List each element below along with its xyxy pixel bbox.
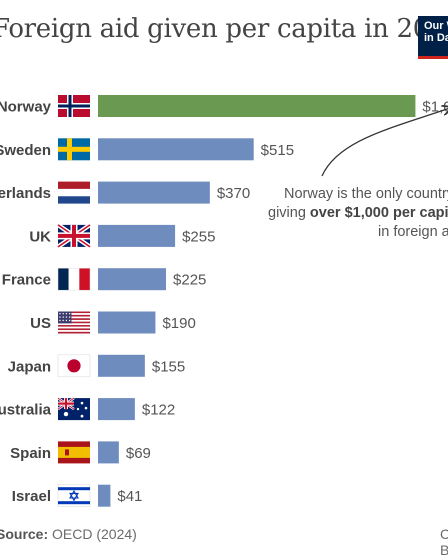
category-label-spain: Spain: [10, 445, 51, 462]
annotation: Norway is the only country giving over $…: [268, 185, 448, 242]
source-text: OECD (2024): [52, 526, 137, 542]
value-label-netherlands: $370: [217, 185, 250, 202]
logo-line-2: in Data: [424, 32, 448, 44]
annotation-arrow: [321, 108, 448, 177]
source-note: Source: OECD (2024): [0, 526, 137, 542]
license-note: CC BY: [440, 526, 448, 558]
category-label-israel: Israel: [12, 488, 51, 505]
category-label-norway: Norway: [0, 99, 52, 116]
source-label: Source:: [0, 526, 49, 542]
bar-norway: [98, 95, 416, 117]
value-label-sweden: $515: [261, 142, 294, 159]
annotation-line-2: giving over $1,000 per capita: [268, 204, 448, 223]
bar-spain: [98, 441, 119, 464]
bars-layer: Norway$1,050Sweden$515Netherlands$370UK$…: [0, 95, 448, 508]
sweden-flag-icon: [58, 138, 90, 161]
bar-netherlands: [98, 181, 210, 204]
us-flag-icon: [58, 311, 90, 334]
bar-france: [98, 268, 167, 291]
category-label-sweden: Sweden: [0, 142, 51, 159]
spain-flag-icon: [58, 441, 90, 464]
bar-chart: Norway$1,050Sweden$515Netherlands$370UK$…: [0, 95, 448, 508]
annotation-line-2-text: giving: [268, 205, 310, 221]
value-label-uk: $255: [182, 228, 215, 245]
norway-flag-icon: [58, 95, 90, 117]
category-label-france: France: [2, 272, 51, 289]
uk-flag-icon: [56, 223, 92, 249]
annotation-line-3: in foreign aid: [378, 224, 448, 240]
value-label-japan: $155: [152, 358, 185, 375]
chart-title: Foreign aid given per capita in 2023: [0, 14, 448, 44]
israel-flag-icon: [57, 484, 91, 508]
japan-flag-icon: [57, 354, 91, 378]
our-world-in-data-logo: Our World in Data: [418, 16, 448, 59]
category-label-japan: Japan: [8, 358, 51, 375]
category-label-us: US: [30, 315, 51, 332]
bar-uk: [98, 224, 176, 247]
australia-flag-icon: [57, 397, 90, 421]
category-label-uk: UK: [29, 228, 51, 245]
value-label-spain: $69: [126, 445, 151, 462]
bar-australia: [98, 398, 135, 421]
bar-sweden: [98, 138, 254, 161]
annotation-emphasis: over $1,000 per capita: [309, 205, 448, 221]
value-label-france: $225: [173, 272, 206, 289]
category-label-australia: Australia: [0, 402, 52, 419]
bar-japan: [98, 354, 145, 377]
value-label-israel: $41: [117, 488, 142, 505]
annotation-line-1: Norway is the only country: [284, 186, 448, 202]
bar-israel: [98, 484, 111, 507]
logo-line-1: Our World: [424, 20, 448, 32]
category-label-netherlands: Netherlands: [0, 185, 51, 202]
netherlands-flag-icon: [58, 181, 90, 204]
france-flag-icon: [57, 267, 91, 291]
bar-us: [98, 311, 156, 334]
value-label-australia: $122: [142, 402, 175, 419]
value-label-us: $190: [162, 315, 195, 332]
